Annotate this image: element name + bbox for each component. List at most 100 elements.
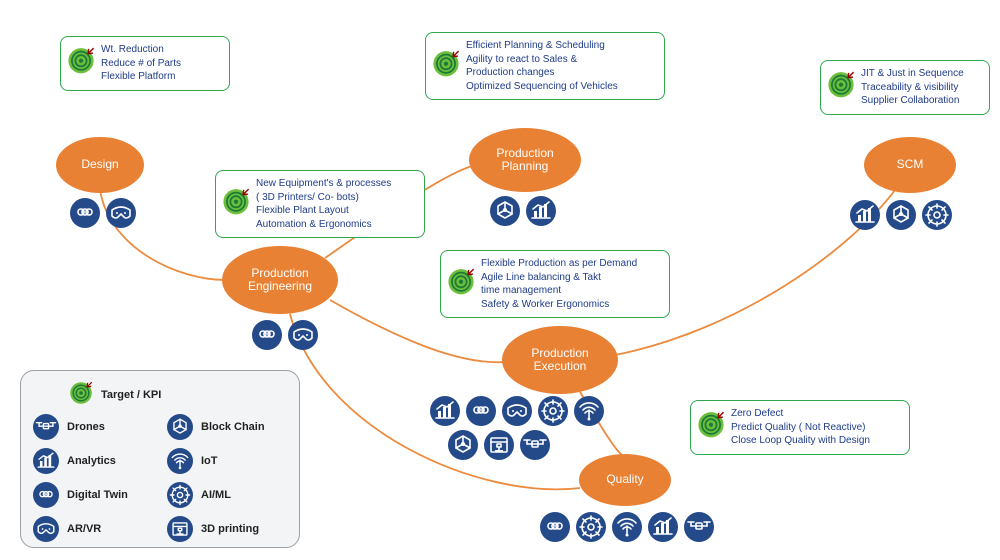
icon-row-design [70,198,136,228]
target-icon [222,188,250,221]
iot-icon [574,396,604,426]
blockchain-icon [448,430,478,460]
drones-icon [520,430,550,460]
callout-exec-line: Safety & Worker Ergonomics [481,298,661,312]
digitaltwin-icon [466,396,496,426]
iot-icon [612,512,642,542]
arvr-icon [33,516,59,542]
callout-exec: Flexible Production as per DemandAgile L… [440,250,670,318]
node-scm: SCM [864,137,956,193]
aiml-icon [538,396,568,426]
callout-quality-line: Predict Quality ( Not Reactive) [731,421,901,435]
aiml-icon [576,512,606,542]
printing3d-icon [484,430,514,460]
legend-item-printing3d: 3D printing [167,516,287,542]
icon-row-exec_bot [448,430,550,460]
callout-scm-line: JIT & Just in Sequence [861,67,981,81]
node-planning-label: Production Planning [496,147,553,173]
legend-kpi-label: Target / KPI [101,389,161,401]
callout-planning-line: Optimized Sequencing of Vehicles [466,80,656,94]
callout-planning-line: Efficient Planning & Scheduling [466,39,656,53]
node-prodEng-label: Production Engineering [248,267,312,293]
legend-item-label: Drones [67,421,105,433]
icon-row-quality [540,512,714,542]
node-quality-label: Quality [606,473,643,486]
callout-exec-line: Agile Line balancing & Takt [481,271,661,285]
callout-prodEng-line: ( 3D Printers/ Co- bots) [256,191,416,205]
legend-item-label: AR/VR [67,523,101,535]
callout-design-line: Flexible Platform [101,70,221,84]
callout-planning: Efficient Planning & SchedulingAgility t… [425,32,665,100]
legend-kpi-row: Target / KPI [69,381,287,408]
digitaltwin-icon [33,482,59,508]
node-prodEng: Production Engineering [222,246,338,314]
legend-item-drones: Drones [33,414,153,440]
legend-item-label: Digital Twin [67,489,128,501]
target-icon [827,71,855,104]
analytics-icon [430,396,460,426]
icon-row-scm [850,200,952,230]
aiml-icon [167,482,193,508]
callout-exec-line: time management [481,284,661,298]
callout-scm-line: Supplier Collaboration [861,94,981,108]
legend-item-label: Analytics [67,455,116,467]
digitaltwin-icon [540,512,570,542]
callout-prodEng: New Equipment's & processes( 3D Printers… [215,170,425,238]
icon-row-prodEng [252,320,318,350]
callout-planning-line: Agility to react to Sales & [466,53,656,67]
legend-item-label: 3D printing [201,523,259,535]
node-design-label: Design [81,158,118,171]
node-scm-label: SCM [897,158,924,171]
target-icon [67,47,95,80]
callout-prodEng-line: Automation & Ergonomics [256,218,416,232]
printing3d-icon [167,516,193,542]
legend: Target / KPI Drones Block Chain Analytic… [20,370,300,548]
analytics-icon [526,196,556,226]
analytics-icon [648,512,678,542]
node-planning: Production Planning [469,128,581,192]
callout-quality-line: Zero Defect [731,407,901,421]
arvr-icon [502,396,532,426]
callout-design-line: Wt. Reduction [101,43,221,57]
legend-grid: Drones Block Chain Analytics IoT Digital… [33,414,287,542]
callout-scm: JIT & Just in SequenceTraceability & vis… [820,60,990,115]
analytics-icon [850,200,880,230]
node-design: Design [56,137,144,193]
blockchain-icon [886,200,916,230]
node-exec-label: Production Execution [531,347,588,373]
blockchain-icon [490,196,520,226]
legend-item-digitaltwin: Digital Twin [33,482,153,508]
target-icon [697,411,725,444]
callout-planning-line: Production changes [466,66,656,80]
callout-quality: Zero DefectPredict Quality ( Not Reactiv… [690,400,910,455]
legend-item-label: AI/ML [201,489,231,501]
node-exec: Production Execution [502,326,618,394]
callout-quality-line: Close Loop Quality with Design [731,434,901,448]
legend-item-analytics: Analytics [33,448,153,474]
icon-row-exec_top [430,396,604,426]
legend-item-label: IoT [201,455,218,467]
digitaltwin-icon [252,320,282,350]
target-icon [432,50,460,83]
digitaltwin-icon [70,198,100,228]
drones-icon [33,414,59,440]
callout-scm-line: Traceability & visibility [861,81,981,95]
drones-icon [684,512,714,542]
legend-item-iot: IoT [167,448,287,474]
iot-icon [167,448,193,474]
aiml-icon [922,200,952,230]
legend-item-label: Block Chain [201,421,265,433]
legend-item-aiml: AI/ML [167,482,287,508]
callout-design: Wt. ReductionReduce # of PartsFlexible P… [60,36,230,91]
icon-row-planning [490,196,556,226]
target-icon [447,268,475,301]
callout-prodEng-line: New Equipment's & processes [256,177,416,191]
diagram-stage: Design Production Engineering Production P… [0,0,1000,560]
blockchain-icon [167,414,193,440]
arvr-icon [288,320,318,350]
callout-design-line: Reduce # of Parts [101,57,221,71]
callout-exec-line: Flexible Production as per Demand [481,257,661,271]
analytics-icon [33,448,59,474]
node-quality: Quality [579,454,671,506]
callout-prodEng-line: Flexible Plant Layout [256,204,416,218]
